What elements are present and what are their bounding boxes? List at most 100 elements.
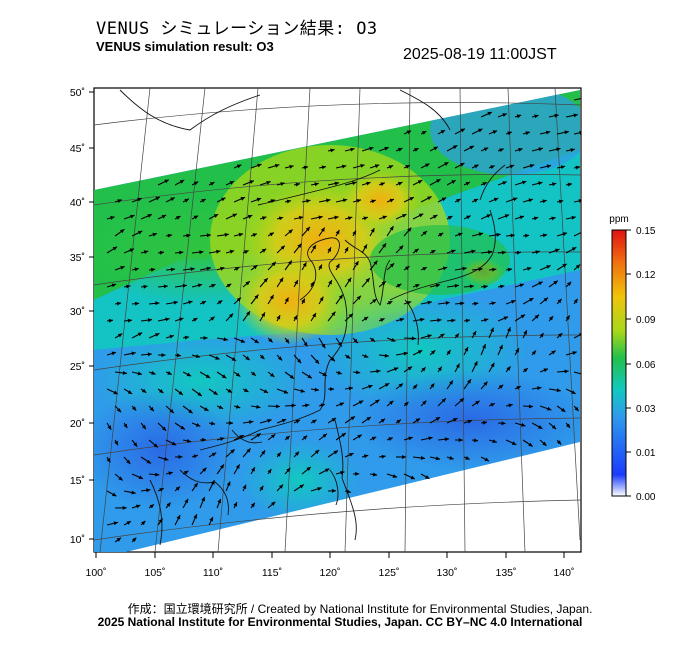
wind-arrowhead bbox=[134, 267, 139, 272]
wind-arrowhead bbox=[251, 371, 256, 376]
wind-arrowhead bbox=[555, 248, 560, 253]
wind-arrowhead bbox=[152, 232, 157, 237]
wind-arrowhead bbox=[285, 339, 290, 344]
wind-arrowhead bbox=[399, 317, 405, 322]
wind-arrowhead bbox=[567, 281, 572, 286]
lat-label: 50˚ bbox=[70, 87, 85, 99]
wind-arrowhead bbox=[465, 456, 470, 460]
wind-arrowhead bbox=[542, 199, 547, 204]
wind-arrowhead bbox=[147, 352, 152, 357]
wind-arrowhead bbox=[193, 482, 198, 488]
wind-arrowhead bbox=[275, 404, 280, 409]
wind-arrowhead bbox=[410, 475, 415, 480]
wind-arrowhead bbox=[254, 339, 259, 344]
wind-arrowhead bbox=[244, 250, 249, 254]
wind-arrowhead bbox=[422, 400, 427, 405]
wind-arrowhead bbox=[326, 198, 331, 203]
wind-arrowhead bbox=[310, 281, 314, 287]
wind-arrow bbox=[573, 131, 581, 135]
wind-arrowhead bbox=[228, 313, 234, 318]
colorbar-unit: ppm bbox=[609, 214, 628, 225]
wind-arrowhead bbox=[398, 147, 403, 152]
wind-arrowhead bbox=[274, 163, 280, 168]
wind-arrowhead bbox=[460, 128, 465, 133]
wind-arrowhead bbox=[382, 243, 387, 248]
wind-arrowhead bbox=[466, 215, 471, 220]
wind-arrowhead bbox=[449, 456, 454, 460]
wind-arrowhead bbox=[302, 262, 307, 267]
wind-arrowhead bbox=[491, 301, 496, 306]
wind-arrowhead bbox=[581, 97, 585, 101]
wind-arrowhead bbox=[447, 216, 453, 220]
wind-arrowhead bbox=[173, 300, 178, 305]
colorbar-tick: 0.06 bbox=[636, 360, 656, 371]
wind-arrowhead bbox=[168, 471, 173, 476]
wind-arrowhead bbox=[331, 488, 336, 493]
wind-arrowhead bbox=[350, 416, 355, 421]
wind-arrowhead bbox=[449, 380, 453, 385]
wind-arrowhead bbox=[520, 314, 526, 319]
wind-arrowhead bbox=[478, 232, 483, 237]
wind-arrowhead bbox=[567, 182, 572, 187]
wind-arrowhead bbox=[277, 356, 283, 361]
wind-arrowhead bbox=[369, 146, 374, 151]
wind-arrowhead bbox=[355, 471, 360, 476]
wind-arrowhead bbox=[402, 214, 407, 218]
wind-arrowhead bbox=[472, 331, 477, 336]
wind-arrowhead bbox=[403, 351, 408, 356]
wind-arrowhead bbox=[232, 213, 237, 218]
credit-line: 作成：国立環境研究所 / Created by National Institu… bbox=[127, 602, 593, 616]
wind-arrowhead bbox=[372, 299, 377, 303]
wind-arrowhead bbox=[220, 266, 225, 271]
wind-arrowhead bbox=[387, 301, 393, 305]
wind-arrowhead bbox=[179, 250, 184, 255]
lat-label: 15˚ bbox=[70, 475, 85, 487]
wind-arrowhead bbox=[346, 489, 351, 494]
wind-arrowhead bbox=[146, 459, 151, 464]
wind-arrowhead bbox=[486, 214, 491, 218]
wind-arrowhead bbox=[250, 502, 255, 508]
wind-arrowhead bbox=[180, 425, 185, 430]
lat-label: 20˚ bbox=[70, 418, 85, 430]
wind-arrowhead bbox=[175, 486, 180, 491]
wind-arrowhead bbox=[169, 334, 174, 339]
wind-arrowhead bbox=[193, 454, 198, 459]
lon-label: 120˚ bbox=[319, 567, 340, 579]
wind-arrowhead bbox=[492, 267, 497, 272]
wind-arrowhead bbox=[380, 318, 385, 322]
wind-arrowhead bbox=[442, 266, 448, 271]
wind-arrowhead bbox=[460, 301, 465, 306]
wind-arrowhead bbox=[281, 418, 287, 423]
wind-arrowhead bbox=[538, 281, 543, 286]
wind-arrowhead bbox=[558, 199, 564, 204]
wind-arrowhead bbox=[117, 333, 123, 338]
wind-arrowhead bbox=[490, 327, 494, 333]
wind-arrowhead bbox=[465, 182, 470, 186]
wind-arrowhead bbox=[280, 245, 285, 250]
wind-arrowhead bbox=[418, 213, 424, 218]
wind-arrowhead bbox=[353, 338, 358, 344]
lat-label: 35˚ bbox=[70, 252, 85, 264]
wind-arrowhead bbox=[256, 433, 261, 438]
wind-arrowhead bbox=[159, 389, 164, 393]
wind-arrowhead bbox=[193, 514, 197, 519]
wind-arrowhead bbox=[454, 333, 459, 338]
wind-arrowhead bbox=[444, 437, 449, 442]
wind-arrowhead bbox=[407, 366, 413, 371]
wind-arrowhead bbox=[415, 284, 420, 288]
wind-arrowhead bbox=[363, 354, 369, 358]
wind-arrowhead bbox=[261, 248, 267, 253]
wind-arrowhead bbox=[155, 301, 160, 306]
wind-arrowhead bbox=[511, 300, 516, 304]
lat-label: 45˚ bbox=[70, 143, 85, 155]
wind-arrowhead bbox=[580, 230, 581, 233]
wind-arrowhead bbox=[184, 335, 189, 340]
wind-arrowhead bbox=[499, 148, 504, 153]
wind-arrowhead bbox=[314, 359, 320, 364]
wind-arrowhead bbox=[465, 318, 470, 323]
wind-arrowhead bbox=[253, 265, 258, 270]
wind-arrowhead bbox=[500, 284, 505, 289]
wind-arrowhead bbox=[306, 466, 311, 471]
wind-arrowhead bbox=[551, 425, 557, 430]
